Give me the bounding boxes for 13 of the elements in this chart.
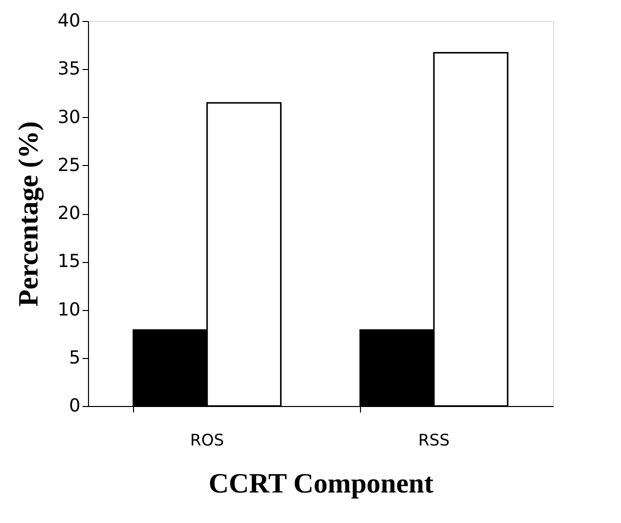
y-tick-label: 15: [58, 251, 80, 272]
x-axis-title: CCRT Component: [208, 468, 434, 500]
y-tick-label: 10: [58, 299, 80, 320]
y-tick-label: 20: [58, 203, 80, 224]
y-tick-label: 5: [69, 347, 80, 368]
y-axis-title: Percentage (%): [14, 121, 45, 307]
y-tick-label: 25: [58, 154, 80, 176]
y-tick-label: 35: [58, 58, 80, 80]
x-tick-label: RSS: [418, 430, 450, 450]
y-tick-label: 30: [58, 106, 80, 128]
y-tick-label: 40: [58, 10, 80, 32]
y-tick-label: 0: [69, 396, 80, 416]
x-tick-label: ROS: [190, 430, 224, 450]
